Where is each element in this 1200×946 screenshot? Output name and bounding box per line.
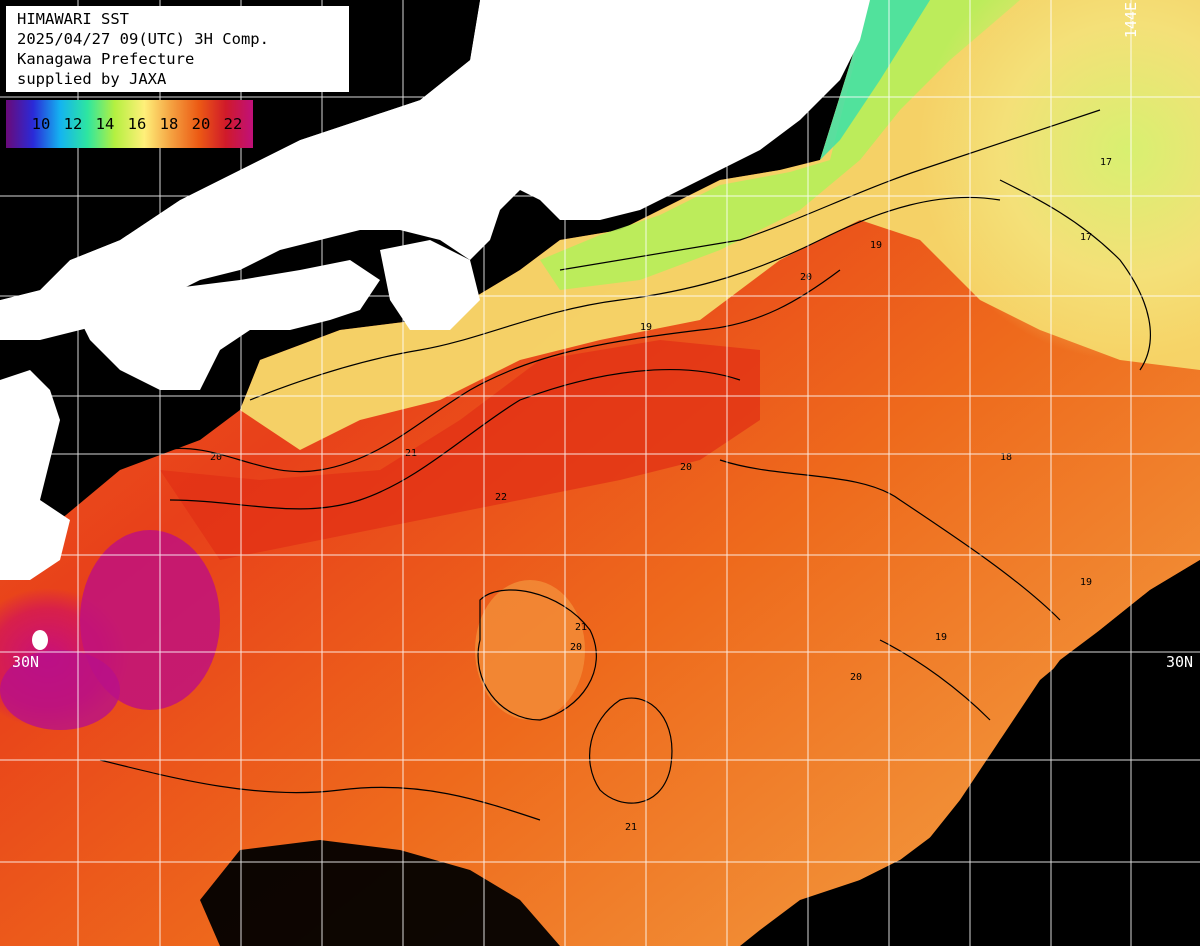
contour-label: 20 [210, 452, 222, 463]
credit-line: supplied by JAXA [17, 70, 167, 88]
land-honshu [0, 0, 870, 340]
contour-label: 22 [495, 492, 507, 503]
warm-core-magenta [80, 530, 220, 710]
contour-label: 17 [1100, 157, 1112, 168]
colorbar-tick: 18 [159, 115, 179, 133]
cloud-mask-s [200, 840, 560, 946]
contour-label: 20 [800, 272, 812, 283]
contour-label: 21 [575, 622, 587, 633]
land-shikoku [70, 260, 380, 390]
warm-core-magenta-2 [0, 650, 120, 730]
map-info-box: HIMAWARI SST 2025/04/27 09(UTC) 3H Comp.… [6, 6, 349, 92]
contour-east-20 [719, 459, 1061, 621]
cloud-mask-se [760, 560, 1200, 946]
contour-label: 20 [570, 642, 582, 653]
colorbar-tick: 14 [95, 115, 115, 133]
timestamp-line: 2025/04/27 09(UTC) 3H Comp. [17, 30, 269, 48]
contour-label: 18 [1000, 452, 1012, 463]
contour-17 [999, 179, 1151, 371]
contour-19 [249, 196, 1001, 401]
contour-eddy-2 [589, 697, 673, 804]
temperature-colorbar: 10 12 14 16 18 20 22 [6, 100, 253, 148]
contour-east-19 [879, 639, 991, 721]
title-line: HIMAWARI SST [17, 10, 129, 28]
colorbar-tick: 16 [127, 115, 147, 133]
kuroshio-tongue [160, 340, 760, 560]
contour-18 [559, 109, 1101, 271]
contour-label: 19 [935, 632, 947, 643]
contour-21 [169, 369, 741, 510]
longitude-label-144e: 144E [1122, 2, 1140, 39]
contour-20-north [159, 269, 841, 473]
land-tanegashima [32, 630, 48, 650]
colorbar-tick: 20 [191, 115, 211, 133]
land-kii [380, 240, 480, 330]
contour-south [99, 759, 541, 821]
contour-label: 17 [1080, 232, 1092, 243]
contour-label: 19 [1080, 577, 1092, 588]
colorbar-tick: 10 [31, 115, 51, 133]
contour-lines [99, 109, 1151, 821]
latitude-label-30n-left: 30N [12, 653, 40, 671]
agency-line: Kanagawa Prefecture [17, 50, 195, 68]
colorbar-tick: 22 [223, 115, 243, 133]
latitude-label-30n-right: 30N [1166, 653, 1194, 671]
colorbar-tick: 12 [63, 115, 83, 133]
land-kyushu [0, 370, 70, 580]
longitude-label-136e: 136E [481, 2, 499, 39]
central-eddy [475, 580, 585, 720]
contour-label: 20 [850, 672, 862, 683]
contour-label: 21 [625, 822, 637, 833]
contour-label: 20 [680, 462, 692, 473]
contour-eddy [477, 589, 597, 721]
contour-label: 19 [870, 240, 882, 251]
